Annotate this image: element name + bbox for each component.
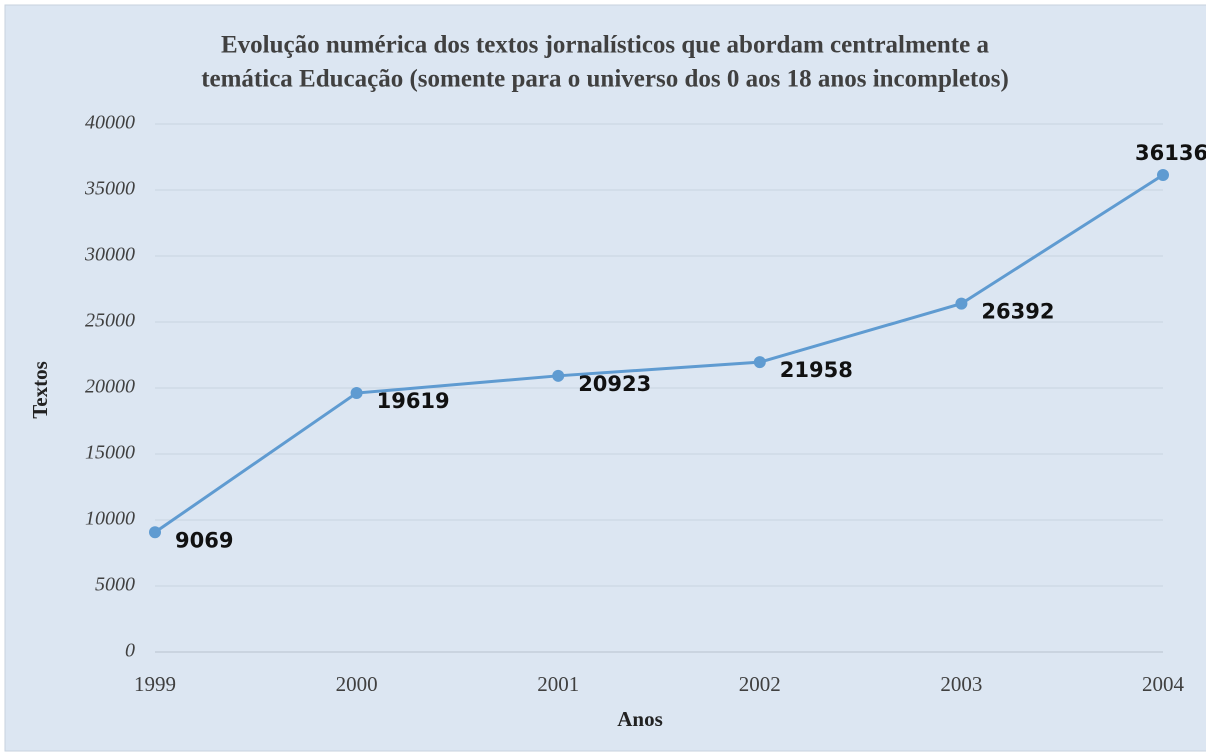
y-tick-label: 5000 <box>95 574 135 596</box>
y-tick-label: 35000 <box>84 178 135 200</box>
data-point <box>350 387 363 400</box>
y-tick-label: 30000 <box>84 244 135 266</box>
data-point <box>552 369 565 382</box>
y-tick-label: 25000 <box>85 310 135 332</box>
y-axis-title: Textos <box>28 361 52 419</box>
x-axis-title: Anos <box>617 707 663 731</box>
chart-background <box>4 4 1206 752</box>
data-label: 26392 <box>981 300 1054 324</box>
y-tick-label: 20000 <box>85 376 135 398</box>
data-point <box>753 356 766 369</box>
x-tick-label: 2003 <box>940 672 982 696</box>
data-point <box>149 526 161 539</box>
x-tick-label: 2001 <box>537 672 579 696</box>
data-label: 19619 <box>377 389 450 413</box>
data-label: 36136 <box>1135 141 1206 165</box>
x-tick-label: 2004 <box>1142 672 1185 696</box>
x-tick-label: 2000 <box>336 672 378 696</box>
x-tick-label: 1999 <box>134 672 176 696</box>
data-point <box>955 297 968 310</box>
y-tick-label: 10000 <box>85 508 135 530</box>
data-line <box>154 173 1164 534</box>
x-tick-label: 2002 <box>739 672 781 696</box>
y-tick-label: 40000 <box>85 112 135 134</box>
y-tick-label: 15000 <box>85 442 135 464</box>
chart-title: Evolução numérica dos textos jornalístic… <box>221 32 989 59</box>
data-label: 9069 <box>175 528 233 552</box>
chart-title: temática Educação (somente para o univer… <box>201 66 1009 93</box>
data-label: 20923 <box>578 372 651 396</box>
y-tick-label: 0 <box>125 640 135 662</box>
data-label: 21958 <box>780 358 853 382</box>
data-point <box>1157 169 1169 182</box>
